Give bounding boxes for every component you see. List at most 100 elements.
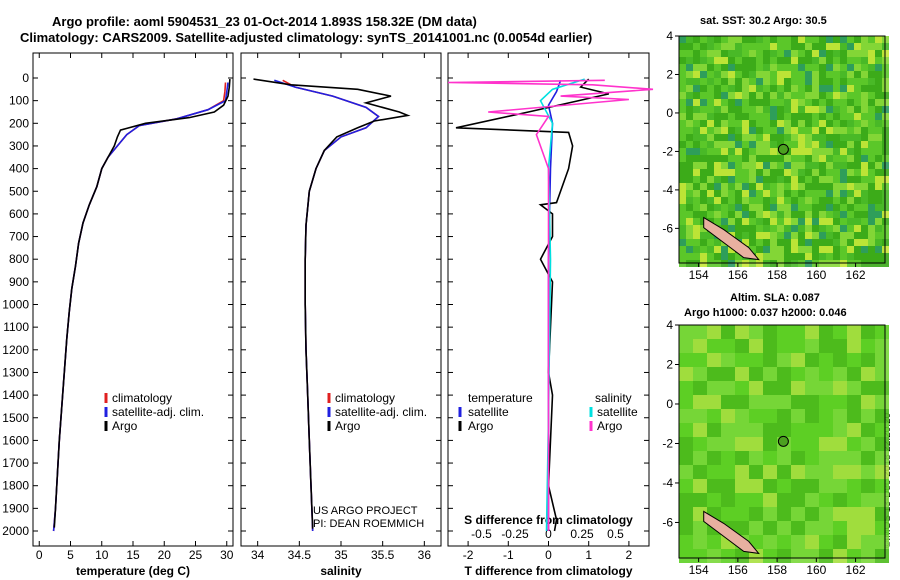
map-sst-cell [721, 183, 728, 190]
map-sst-cell [679, 197, 686, 204]
map-sst-cell [833, 155, 840, 162]
map-sst-cell [693, 78, 700, 85]
map-sst-cell [693, 36, 700, 43]
map-sst-cell [749, 85, 756, 92]
map-sst-cell [819, 204, 826, 211]
map-sla-cell [791, 465, 805, 479]
map-sla-cell [763, 535, 777, 549]
map-sst-cell [721, 127, 728, 134]
map-sst-cell [812, 43, 819, 50]
map-sst-cell [686, 113, 693, 120]
map-sst-cell [735, 36, 742, 43]
map-sst-cell [735, 183, 742, 190]
map-sst-cell [847, 232, 854, 239]
map-sst-cell [707, 120, 714, 127]
y-tick-label: 900 [9, 275, 29, 289]
map-sst-cell [784, 134, 791, 141]
map-sst-cell [791, 92, 798, 99]
map-sla-cell [735, 381, 749, 395]
map-sst-cell [700, 176, 707, 183]
y-tick-label: 1400 [2, 388, 29, 402]
map-sst-cell [854, 71, 861, 78]
map-sst-cell [861, 211, 868, 218]
map-sla-cell [693, 437, 707, 451]
map-sla-cell [721, 423, 735, 437]
map-sst-cell [833, 204, 840, 211]
map-sla-cell [777, 549, 791, 563]
map-sst-cell [847, 176, 854, 183]
map-sst-cell [770, 169, 777, 176]
map-sst-cell [693, 71, 700, 78]
map-sst-cell [742, 120, 749, 127]
map-sst-cell [868, 225, 875, 232]
map-sla-cell [749, 339, 763, 353]
map-sst-cell [679, 64, 686, 71]
map-sst-cell [756, 155, 763, 162]
map-sst-cell [749, 36, 756, 43]
map-sst-cell [798, 204, 805, 211]
map-sst-cell [756, 218, 763, 225]
map-sst-cell [679, 211, 686, 218]
map-sst-cell [714, 155, 721, 162]
map-sst-cell [798, 99, 805, 106]
map-sst-cell [735, 176, 742, 183]
map-sst-cell [679, 134, 686, 141]
map-sst-cell [714, 36, 721, 43]
map-sst-cell [749, 204, 756, 211]
map-sst-cell [735, 232, 742, 239]
map-sst-cell [784, 57, 791, 64]
x2-tick-label: -0.5 [471, 527, 492, 541]
map-sla-cell [693, 535, 707, 549]
map-sla-cell [847, 451, 861, 465]
legend-heading: temperature [468, 391, 533, 405]
map-sst-cell [728, 127, 735, 134]
map-sla-cell [861, 423, 875, 437]
map-sst-lon-label: 160 [806, 268, 826, 282]
map-sst-cell [679, 71, 686, 78]
credit-line-1: US ARGO PROJECT [313, 505, 418, 517]
map-sst-cell [721, 85, 728, 92]
map-sst-cell [714, 148, 721, 155]
map-sla-cell [777, 451, 791, 465]
map-sst-cell [819, 106, 826, 113]
map-sst-cell [721, 190, 728, 197]
map-sst-cell [784, 246, 791, 253]
legend-label: satellite [468, 405, 509, 419]
map-sst-cell [784, 218, 791, 225]
map-sst-cell [784, 190, 791, 197]
map-sst-cell [686, 197, 693, 204]
map-sst-cell [875, 134, 882, 141]
map-sst-cell [756, 78, 763, 85]
map-sst-cell [714, 120, 721, 127]
map-sst-cell [742, 155, 749, 162]
map-sst-cell [721, 43, 728, 50]
map-sst-cell [735, 71, 742, 78]
map-sst-cell [728, 183, 735, 190]
map-sst-cell [812, 176, 819, 183]
map-sst-cell [819, 127, 826, 134]
map-sst-cell [833, 78, 840, 85]
map-sst-cell [854, 50, 861, 57]
map-sst-cell [707, 197, 714, 204]
map-sst-cell [735, 85, 742, 92]
map-sst-cell [770, 246, 777, 253]
map-sst-cell [826, 211, 833, 218]
y-tick-label: 700 [9, 230, 29, 244]
map-sla-cell [847, 521, 861, 535]
map-sst-cell [847, 162, 854, 169]
map-sla-cell [693, 549, 707, 563]
map-sst-cell [812, 253, 819, 260]
map-sst-cell [728, 134, 735, 141]
map-sst-cell [728, 43, 735, 50]
map-sla-cell [805, 465, 819, 479]
map-sla-cell [721, 507, 735, 521]
map-sst-lat-label: -2 [662, 144, 673, 158]
map-sst-cell [707, 134, 714, 141]
map-sst-cell [805, 225, 812, 232]
map-sst-cell [714, 64, 721, 71]
x2-tick-label: 0 [545, 527, 552, 541]
map-sst-cell [840, 57, 847, 64]
map-sst-cell [735, 64, 742, 71]
map-sla-cell [861, 353, 875, 367]
map-sst-cell [833, 176, 840, 183]
